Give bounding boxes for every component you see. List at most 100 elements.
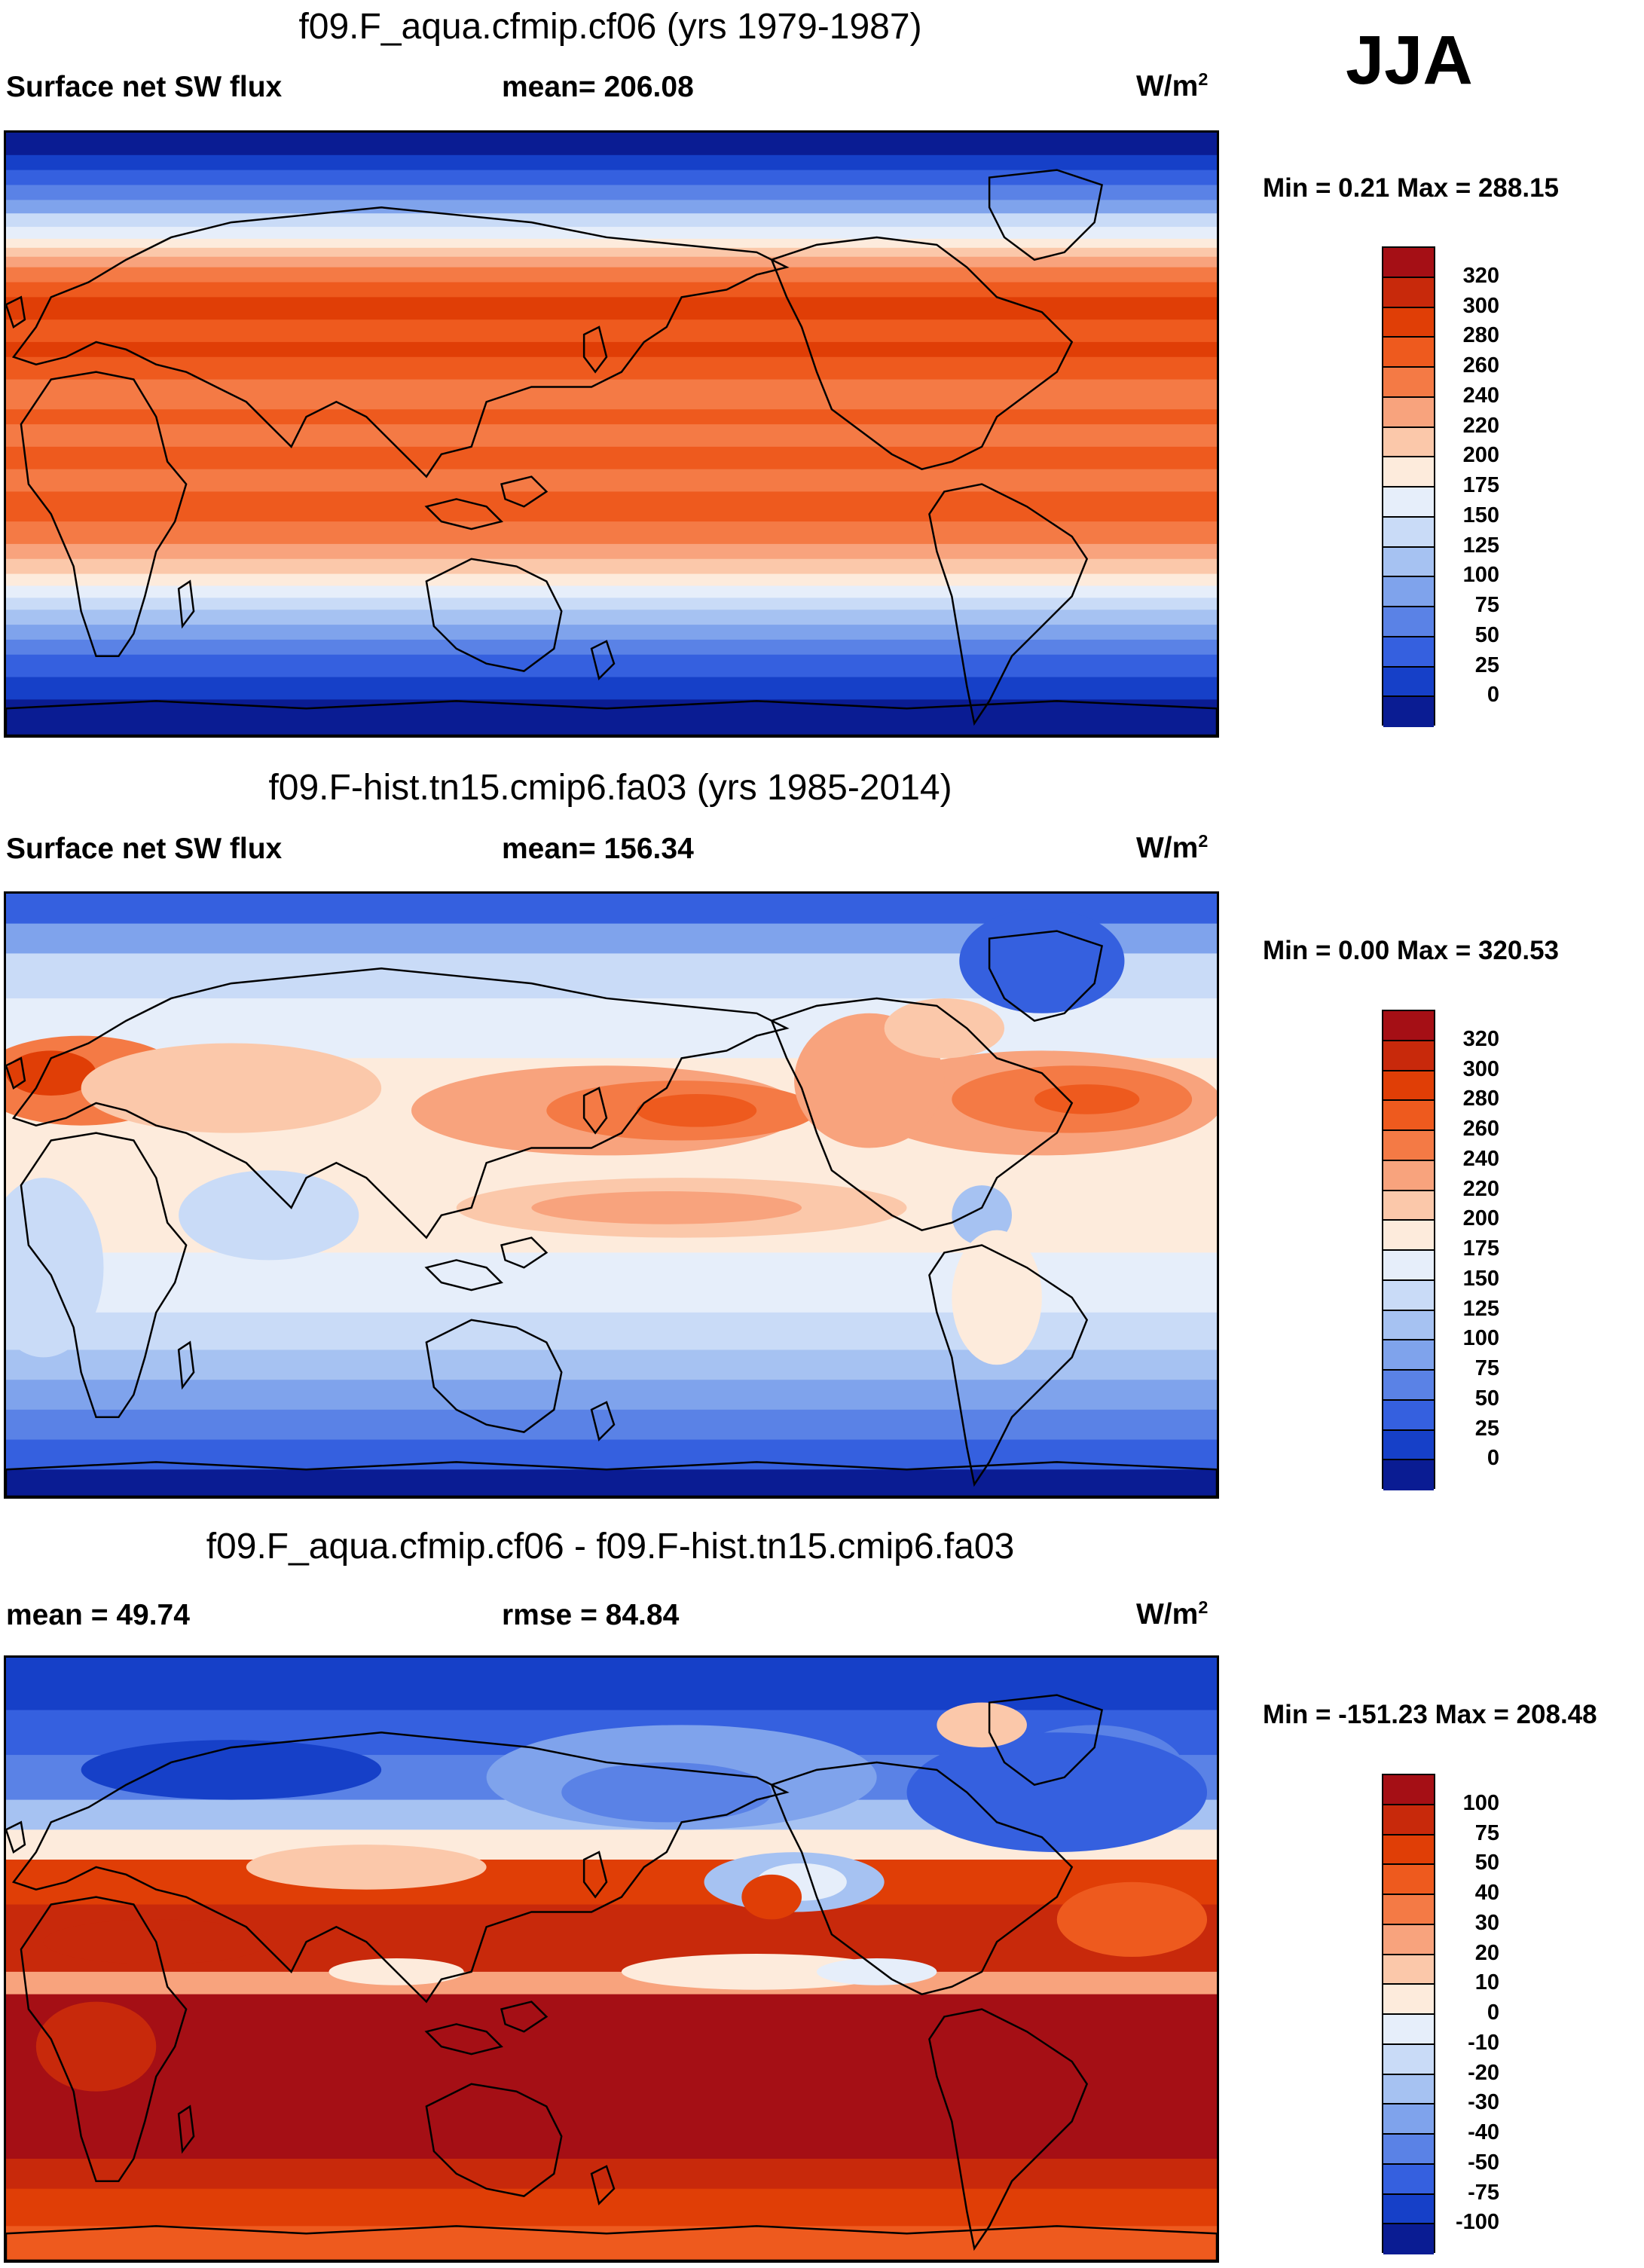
field-blob — [816, 1958, 937, 1985]
colorbar-swatch — [1383, 1805, 1434, 1835]
field-blob — [6, 1178, 104, 1358]
colorbar-tick-label: 10 — [1474, 1970, 1499, 1995]
field-band — [6, 282, 1217, 298]
colorbar-swatch — [1383, 488, 1434, 518]
colorbar-swatch — [1383, 547, 1434, 578]
colorbar-swatch — [1383, 1430, 1434, 1461]
colorbar-swatch — [1383, 517, 1434, 548]
field-band — [6, 491, 1217, 523]
field-band — [6, 238, 1217, 249]
colorbar-swatch — [1383, 457, 1434, 488]
colorbar-tick-label: 300 — [1462, 1056, 1499, 1081]
field-band — [6, 341, 1217, 358]
colorbar-tick-label: 50 — [1474, 622, 1499, 647]
panel-1-units-label: W/m2 — [1136, 69, 1209, 102]
field-blob — [906, 1732, 1208, 1853]
field-blob — [1034, 1084, 1140, 1114]
field-band — [6, 379, 1217, 411]
colorbar-tick-label: -10 — [1468, 2030, 1499, 2055]
colorbar-tick-label: 125 — [1462, 533, 1499, 558]
panel-1-variable-label: Surface net SW flux — [6, 71, 283, 103]
field-band — [6, 625, 1217, 640]
field-band — [6, 1994, 1217, 2160]
coastline — [770, 1761, 1074, 1995]
field-band — [6, 1439, 1217, 1471]
field-blob — [952, 1230, 1042, 1365]
panel-1-colorbar — [1382, 246, 1435, 727]
coastline — [582, 1851, 608, 1899]
field-band — [6, 1380, 1217, 1411]
colorbar-tick-label: 100 — [1462, 1790, 1499, 1815]
field-blob — [621, 1954, 892, 1990]
colorbar-swatch — [1383, 1041, 1434, 1071]
colorbar-tick-label: 25 — [1474, 1416, 1499, 1441]
colorbar-tick-label: 150 — [1462, 1266, 1499, 1291]
coastline — [6, 295, 26, 329]
colorbar-swatch — [1383, 1011, 1434, 1041]
coastline — [425, 2083, 563, 2197]
field-band — [6, 1859, 1217, 1906]
colorbar-swatch — [1383, 1371, 1434, 1401]
panel-2-variable-label: Surface net SW flux — [6, 833, 283, 865]
field-band — [6, 699, 1217, 735]
colorbar-swatch — [1383, 1280, 1434, 1311]
colorbar-swatch — [1383, 1955, 1434, 1985]
colorbar-tick-label: 40 — [1474, 1881, 1499, 1905]
field-band — [6, 227, 1217, 240]
field-blob — [884, 998, 1005, 1059]
colorbar-swatch — [1383, 1101, 1434, 1131]
colorbar-tick-label: 200 — [1462, 1206, 1499, 1231]
panel-3-units-label: W/m2 — [1136, 1597, 1209, 1631]
panel-2-colorbar — [1382, 1010, 1435, 1490]
field-band — [6, 2188, 1217, 2227]
colorbar-tick-label: 100 — [1462, 1326, 1499, 1351]
colorbar-swatch — [1383, 2044, 1434, 2075]
field-band — [6, 677, 1217, 701]
panel-2-units-label: W/m2 — [1136, 831, 1209, 864]
coastline — [988, 930, 1104, 1022]
colorbar-swatch — [1383, 1400, 1434, 1431]
field-band — [6, 543, 1217, 560]
colorbar-tick-label: 30 — [1474, 1910, 1499, 1935]
coastline — [928, 483, 1089, 726]
panel-2-map — [4, 891, 1219, 1499]
colorbar-tick-label: 0 — [1487, 1446, 1499, 1471]
coastline — [177, 1340, 195, 1390]
field-band — [6, 424, 1217, 448]
colorbar-tick-label: 300 — [1462, 293, 1499, 318]
coastline — [590, 640, 616, 680]
coastline — [770, 997, 1074, 1231]
colorbar-swatch — [1383, 2104, 1434, 2135]
field-band — [6, 256, 1217, 268]
coastline — [20, 371, 188, 658]
panel-1-minmax: Min = 0.21 Max = 288.15 — [1263, 173, 1560, 203]
colorbar-tick-label: 20 — [1474, 1940, 1499, 1965]
field-band — [6, 1658, 1217, 1711]
coastline — [582, 326, 608, 374]
field-band — [6, 319, 1217, 343]
field-band — [6, 639, 1217, 656]
colorbar-tick-label: 0 — [1487, 2001, 1499, 2025]
colorbar-tick-label: -50 — [1468, 2150, 1499, 2175]
colorbar-swatch — [1383, 2224, 1434, 2254]
field-band — [6, 1469, 1217, 1496]
coastline — [500, 2001, 549, 2033]
coastline — [177, 2104, 195, 2154]
colorbar-tick-label: 0 — [1487, 683, 1499, 708]
colorbar-swatch — [1383, 1775, 1434, 1805]
colorbar-tick-label: 75 — [1474, 593, 1499, 617]
colorbar-swatch — [1383, 2074, 1434, 2105]
panel-2-mean-label: mean= 156.34 — [502, 833, 694, 865]
colorbar-swatch — [1383, 2194, 1434, 2225]
field-band — [6, 409, 1217, 426]
colorbar-tick-label: 75 — [1474, 1820, 1499, 1845]
coastline — [424, 1259, 503, 1291]
field-blob — [1056, 1881, 1208, 1958]
field-band — [6, 297, 1217, 321]
coastline — [6, 2225, 1217, 2260]
colorbar-tick-label: -30 — [1468, 2090, 1499, 2115]
coastline — [6, 1820, 26, 1854]
field-blob — [81, 1740, 382, 1800]
panel-1-map-svg — [6, 133, 1217, 735]
field-band — [6, 521, 1217, 545]
